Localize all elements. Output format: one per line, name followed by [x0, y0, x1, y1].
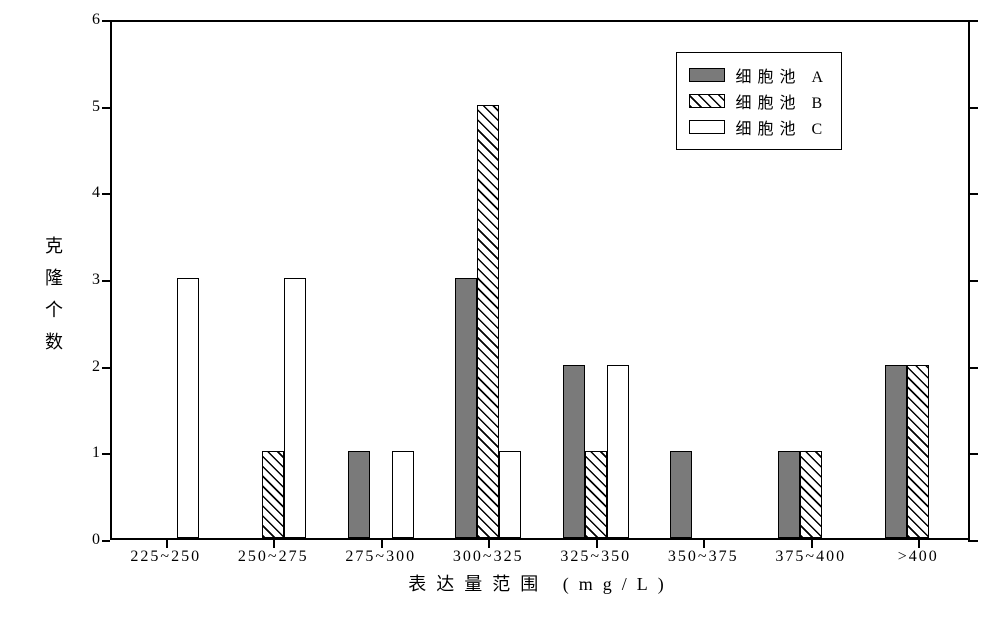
x-axis-title: 表达量范围 (mg/L) — [408, 570, 674, 596]
y-tick — [970, 367, 978, 369]
bar — [800, 451, 822, 538]
x-tick — [703, 540, 705, 548]
x-tick — [273, 540, 275, 548]
bar — [499, 451, 521, 538]
y-tick — [102, 453, 110, 455]
x-tick — [381, 540, 383, 548]
y-axis-title: 克隆个数 — [40, 236, 66, 364]
legend-label-a: 细胞池 A — [735, 63, 829, 87]
bar — [885, 365, 907, 538]
x-tick-label: 325~350 — [560, 548, 631, 566]
bar — [455, 278, 477, 538]
legend-label-c: 细胞池 C — [735, 115, 828, 139]
y-tick — [102, 193, 110, 195]
y-tick — [970, 193, 978, 195]
x-tick — [918, 540, 920, 548]
x-tick-label: 250~275 — [238, 548, 309, 566]
x-tick-label: 375~400 — [775, 548, 846, 566]
bar — [670, 451, 692, 538]
y-tick — [102, 280, 110, 282]
y-tick — [970, 20, 978, 22]
x-tick — [166, 540, 168, 548]
x-tick-label: >400 — [898, 548, 939, 566]
bar — [477, 105, 499, 538]
y-tick — [970, 280, 978, 282]
legend-swatch-a — [689, 68, 725, 82]
y-tick-label: 0 — [70, 531, 100, 549]
bar — [177, 278, 199, 538]
bar — [284, 278, 306, 538]
legend: 细胞池 A 细胞池 B 细胞池 C — [676, 52, 842, 150]
y-tick — [102, 107, 110, 109]
bar — [262, 451, 284, 538]
y-tick — [970, 540, 978, 542]
bar — [392, 451, 414, 538]
y-tick-label: 1 — [70, 444, 100, 462]
legend-row: 细胞池 A — [689, 63, 829, 87]
legend-swatch-b — [689, 94, 725, 108]
bar — [348, 451, 370, 538]
x-tick — [488, 540, 490, 548]
y-tick-label: 3 — [70, 271, 100, 289]
x-tick — [811, 540, 813, 548]
y-tick — [970, 107, 978, 109]
x-tick-label: 275~300 — [345, 548, 416, 566]
y-tick — [102, 540, 110, 542]
y-tick-label: 2 — [70, 358, 100, 376]
y-tick-label: 6 — [70, 11, 100, 29]
legend-row: 细胞池 B — [689, 89, 829, 113]
bar — [607, 365, 629, 538]
legend-swatch-c — [689, 120, 725, 134]
bar — [907, 365, 929, 538]
bar — [585, 451, 607, 538]
bar — [563, 365, 585, 538]
legend-row: 细胞池 C — [689, 115, 829, 139]
bar — [778, 451, 800, 538]
y-tick — [102, 20, 110, 22]
legend-label-b: 细胞池 B — [735, 89, 828, 113]
x-tick-label: 225~250 — [130, 548, 201, 566]
y-tick — [102, 367, 110, 369]
x-tick-label: 350~375 — [668, 548, 739, 566]
y-tick-label: 5 — [70, 98, 100, 116]
x-tick — [596, 540, 598, 548]
y-tick — [970, 453, 978, 455]
y-tick-label: 4 — [70, 184, 100, 202]
chart-container: 克隆个数 表达量范围 (mg/L) 225~250250~275275~3003… — [70, 20, 970, 580]
x-tick-label: 300~325 — [453, 548, 524, 566]
